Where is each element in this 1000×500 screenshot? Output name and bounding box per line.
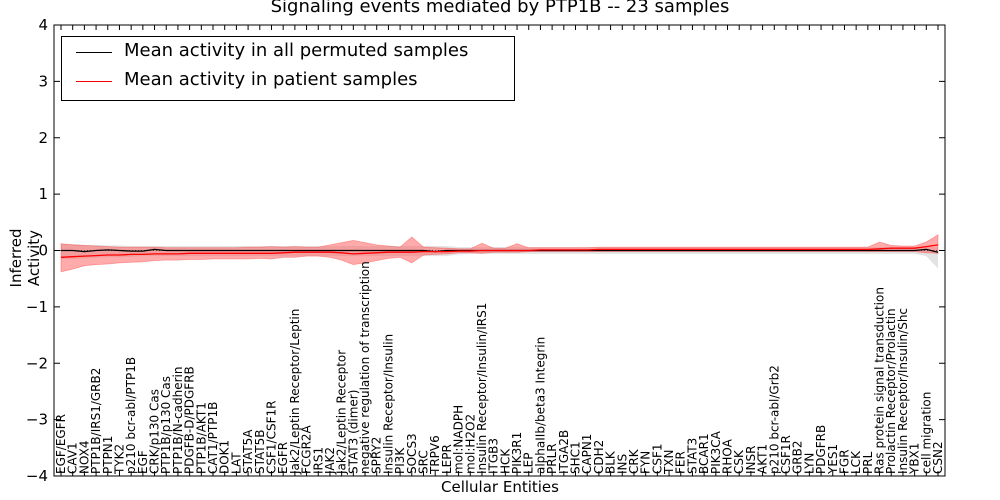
x-tick-label: HCK	[498, 448, 512, 474]
x-tick-label: mol:H2O2	[463, 414, 477, 474]
x-axis-label: Cellular Entities	[441, 478, 559, 496]
x-tick-label: CAV1	[66, 442, 80, 474]
x-tick-label: CAPN1	[580, 434, 594, 474]
x-tick-label: FYN	[639, 451, 653, 474]
legend: Mean activity in all permuted samples Me…	[61, 36, 515, 101]
x-tick-label: p210 bcr-abl/PTP1B	[124, 357, 138, 474]
x-tick-label: LCK	[849, 450, 863, 474]
x-tick-label: SRC	[417, 450, 431, 474]
x-tick-label: CRK/p130 Cas	[148, 389, 162, 474]
y-tick-label: −3	[26, 411, 48, 429]
y-tick-label: 1	[38, 185, 48, 203]
x-tick-label: Insulin Receptor/Insulin/Shc	[896, 308, 910, 474]
x-tick-label: FCGR2A	[300, 424, 314, 474]
y-tick-label: 0	[38, 242, 48, 260]
legend-label-permuted: Mean activity in all permuted samples	[124, 40, 469, 61]
x-tick-label: SHC1	[569, 441, 583, 474]
x-tick-label: CSF1/CSF1R	[265, 401, 279, 474]
x-tick-label: CSF1R	[779, 435, 793, 474]
x-tick-label: negative regulation of transcription	[358, 261, 372, 474]
x-tick-label: Insulin Receptor/Insulin	[381, 334, 395, 474]
y-tick-label: 4	[38, 16, 48, 34]
x-tick-label: cell migration	[919, 392, 933, 474]
x-tick-label: GRB2	[791, 440, 805, 474]
x-tick-label: EGF	[136, 450, 150, 474]
x-tick-label: TRPV6	[428, 435, 442, 475]
x-tick-label: STAT5A	[241, 429, 255, 474]
x-tick-label: TYK2	[113, 444, 127, 475]
series-line-patient	[60, 244, 939, 258]
x-tick-label: TXN	[662, 449, 676, 475]
x-tick-label: PTPN1	[101, 436, 115, 474]
x-tick-label: DOK1	[218, 440, 232, 474]
x-tick-label: PIK3R1	[510, 432, 524, 474]
x-tick-label: INSR	[744, 446, 758, 474]
x-tick-label: Prolactin Receptor/Prolactin	[884, 308, 898, 474]
x-tick-label: LEPR	[440, 444, 454, 474]
x-tick-label: PTP1B/N-cadherin	[171, 367, 185, 474]
x-tick-label: LYN	[802, 453, 816, 474]
x-tick-label: ITGB3	[487, 438, 501, 474]
x-tick-label: Jak2/Leptin Receptor/Leptin	[288, 309, 302, 475]
y-tick-label: 2	[38, 129, 48, 147]
x-tick-label: PTP1B/p130 Cas	[159, 376, 173, 474]
x-tick-label: FER	[674, 451, 688, 474]
x-tick-label: BLK	[604, 450, 618, 474]
x-tick-label: FGR	[838, 449, 852, 474]
x-tick-label: STAT3	[685, 438, 699, 474]
legend-swatch-permuted	[76, 52, 112, 53]
x-tick-label: BCAR1	[697, 433, 711, 474]
legend-entry-permuted: Mean activity in all permuted samples	[62, 40, 512, 64]
x-tick-label: Ras protein signal transduction	[873, 287, 887, 474]
legend-swatch-patient	[76, 81, 112, 82]
x-tick-label: Jak2/Leptin Receptor	[335, 350, 349, 475]
x-tick-label: PTP1B/IRS1/GRB2	[89, 368, 103, 474]
chart-title: Signaling events mediated by PTP1B -- 23…	[270, 0, 730, 17]
x-tick-label: CSN2	[931, 441, 945, 474]
legend-label-patient: Mean activity in patient samples	[124, 69, 418, 90]
y-tick-label: −1	[26, 298, 48, 316]
x-tick-label: INS	[615, 454, 629, 474]
x-tick-label: PDGFB-D/PDGFRB	[183, 366, 197, 474]
x-tick-label: JAK2	[323, 447, 337, 475]
x-tick-label: RHOA	[721, 438, 735, 474]
x-tick-label: alphaIIb/beta3 Integrin	[533, 337, 547, 474]
x-tick-label: STAT3 (dimer)	[346, 390, 360, 474]
x-tick-label: YBX1	[908, 443, 922, 475]
x-tick-label: EGF/EGFR	[54, 414, 68, 474]
x-tick-label: ITGA2B	[557, 430, 571, 474]
x-tick-label: PIK3CA	[709, 430, 723, 474]
x-tick-label: SOCS3	[405, 433, 419, 474]
x-tick-label: AKT1	[756, 444, 770, 474]
x-tick-label: PTP1B/AKT1	[194, 402, 208, 474]
x-tick-label: CRK	[627, 448, 641, 474]
x-tick-label: p210 bcr-abl/Grb2	[767, 365, 781, 474]
x-tick-label: IRS1	[311, 447, 325, 474]
y-axis-label: Inferred Activity	[7, 228, 43, 288]
x-tick-label: CSK	[732, 449, 746, 474]
x-tick-label: LEP	[522, 452, 536, 474]
x-tick-label: Insulin Receptor/Insulin/IRS1	[475, 303, 489, 474]
x-tick-label: PRLR	[545, 443, 559, 474]
x-tick-label: CDH2	[592, 440, 606, 474]
x-tick-label: CAT1/PTP1B	[206, 402, 220, 474]
x-tick-label: PDGFRB	[814, 425, 828, 474]
x-tick-label: SPRY2	[370, 437, 384, 474]
y-tick-label: 3	[38, 72, 48, 90]
x-tick-label: mol:NADPH	[452, 405, 466, 474]
x-tick-label: YES1	[826, 444, 840, 475]
x-tick-label: EGFR	[276, 442, 290, 474]
x-tick-label: CSF1	[650, 443, 664, 474]
y-tick-label: −2	[26, 354, 48, 372]
x-tick-label: STAT5B	[253, 430, 267, 475]
legend-entry-patient: Mean activity in patient samples	[62, 69, 512, 93]
x-tick-label: PI3K	[393, 447, 407, 474]
x-tick-label: PRL	[861, 451, 875, 474]
x-tick-label: NOX4	[77, 440, 91, 474]
x-tick-label: LAT	[229, 452, 243, 474]
y-tick-label: −4	[26, 467, 48, 485]
